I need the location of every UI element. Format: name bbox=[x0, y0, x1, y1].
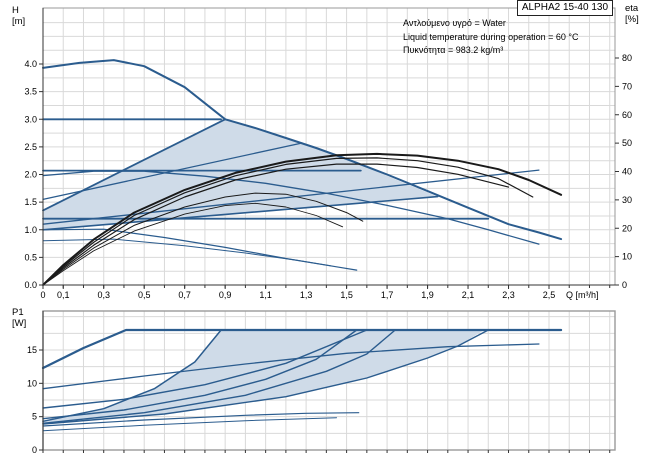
eta-tick-label: 30 bbox=[622, 195, 632, 205]
h-axis-label: H [m] bbox=[12, 5, 25, 27]
h-tick-label: 0.5 bbox=[24, 252, 37, 262]
pump-model-badge: ALPHA2 15-40 130 bbox=[516, 0, 613, 16]
h-tick-label: 1.5 bbox=[24, 197, 37, 207]
eta-tick-label: 50 bbox=[622, 138, 632, 148]
power-const-pressure-3.0-curve-path bbox=[42, 329, 222, 423]
q-axis-label: Q [m³/h] bbox=[566, 290, 599, 300]
eta-tick-label: 70 bbox=[622, 81, 632, 91]
power-const-pressure-1.2-curve-path bbox=[42, 329, 489, 425]
note-pumped-liquid: Αντλούμενο υγρό = Water bbox=[403, 18, 506, 28]
p1-tick-label: 0 bbox=[32, 445, 37, 455]
x-tick-label: 1,7 bbox=[381, 290, 394, 300]
h-tick-label: 1.0 bbox=[24, 225, 37, 235]
p1-tick-label: 5 bbox=[32, 412, 37, 422]
prop-pressure-2-lower-line-path bbox=[42, 142, 303, 201]
x-tick-label: 1,3 bbox=[300, 290, 313, 300]
h-axis-name: H bbox=[12, 5, 19, 16]
p1-axis-name: P1 bbox=[12, 307, 24, 318]
eta-curve-3-path bbox=[42, 163, 510, 286]
power-speed-iii-curve-path bbox=[41, 328, 563, 370]
p1-tick-label: 10 bbox=[27, 378, 37, 388]
h-tick-label: 3.5 bbox=[24, 87, 37, 97]
x-tick-label: 2,1 bbox=[462, 290, 475, 300]
x-tick-label: 0 bbox=[40, 290, 45, 300]
x-tick-label: 0,7 bbox=[178, 290, 191, 300]
x-tick-label: 0,1 bbox=[57, 290, 70, 300]
x-tick-label: 0,5 bbox=[138, 290, 151, 300]
prop-pressure-1-lower-line-path bbox=[42, 195, 439, 231]
p1-axis-label: P1 [W] bbox=[12, 307, 26, 329]
eta-tick-label: 20 bbox=[622, 223, 632, 233]
eta-curve-2-path bbox=[42, 157, 534, 286]
eta-tick-label: 80 bbox=[622, 53, 632, 63]
h-tick-label: 2.5 bbox=[24, 142, 37, 152]
eta-axis-label: eta [%] bbox=[625, 3, 639, 25]
h-tick-label: 2.0 bbox=[24, 170, 37, 180]
eta-tick-label: 40 bbox=[622, 167, 632, 177]
note-liquid-temperature: Liquid temperature during operation = 60… bbox=[403, 31, 579, 42]
eta-tick-label: 0 bbox=[622, 280, 627, 290]
p1-axis-unit: [W] bbox=[12, 318, 27, 329]
eta-tick-label: 60 bbox=[622, 110, 632, 120]
h-tick-label: 4.0 bbox=[24, 59, 37, 69]
power-speed-min-curve-path bbox=[42, 417, 337, 432]
power-prop-pressure-1-curve-path bbox=[42, 329, 396, 424]
power-speed-i-curve-path bbox=[42, 412, 360, 427]
h-axis-unit: [m] bbox=[12, 16, 26, 27]
x-tick-label: 1,1 bbox=[259, 290, 272, 300]
x-tick-label: 1,5 bbox=[340, 290, 353, 300]
x-tick-label: 2,3 bbox=[502, 290, 515, 300]
eta-axis-unit: [%] bbox=[625, 14, 639, 25]
p1-tick-label: 15 bbox=[27, 345, 37, 355]
eta-axis-name: eta bbox=[625, 3, 639, 14]
eta-curve-4-path bbox=[42, 192, 364, 286]
prop-pressure-2-upper-line-path bbox=[42, 118, 227, 212]
speed-i-curve-path bbox=[42, 228, 358, 271]
operating-conditions-note: Αντλούμενο υγρό = Water Liquid temperatu… bbox=[403, 17, 578, 58]
h-tick-label: 0.0 bbox=[24, 280, 37, 290]
x-tick-label: 2,5 bbox=[543, 290, 556, 300]
eta-curve-5-path bbox=[42, 202, 344, 286]
power-const-pressure-2.1-curve-path bbox=[42, 329, 358, 420]
note-density: Πυκνότητα = 983.2 kg/m³ bbox=[403, 45, 504, 55]
prop-pressure-1-upper-line-path bbox=[42, 169, 540, 225]
h-tick-label: 3.0 bbox=[24, 114, 37, 124]
x-tick-label: 0,3 bbox=[97, 290, 110, 300]
x-tick-label: 0,9 bbox=[219, 290, 232, 300]
autoadapt-power-range bbox=[43, 330, 485, 424]
x-tick-label: 1,9 bbox=[421, 290, 434, 300]
eta-tick-label: 10 bbox=[622, 252, 632, 262]
eta-curve-1-path bbox=[42, 152, 563, 286]
power-prop-pressure-2-curve-path bbox=[42, 329, 368, 409]
